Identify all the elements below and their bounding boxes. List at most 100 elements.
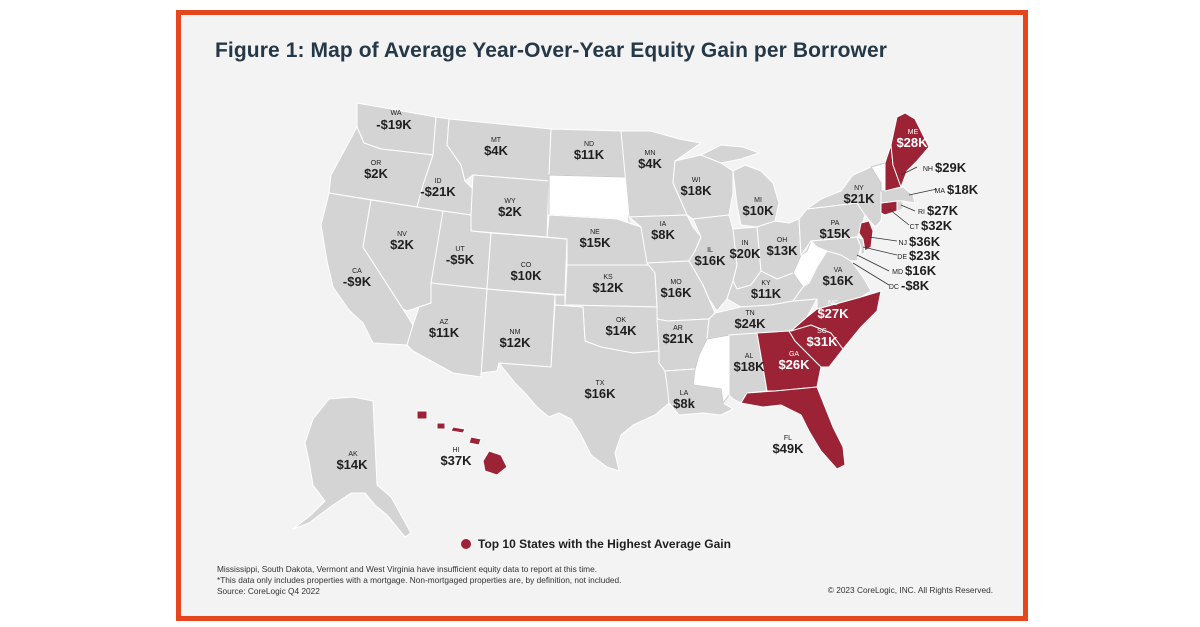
label-value-IA: $8K	[651, 227, 675, 242]
label-value-UT: -$5K	[446, 252, 475, 267]
label-abbr-UT: UT	[455, 246, 465, 253]
label-value-MO: $16K	[660, 285, 692, 300]
label-abbr-IN: IN	[742, 240, 749, 247]
label-abbr-AL: AL	[745, 353, 754, 360]
label-abbr-FL: FL	[784, 435, 792, 442]
label-abbr-NM: NM	[510, 329, 521, 336]
state-NC	[790, 290, 882, 350]
label-abbr-PA: PA	[831, 220, 840, 227]
state-MI	[732, 164, 780, 228]
label-abbr-AK: AK	[348, 451, 358, 458]
label-value-MN: $4K	[638, 156, 662, 171]
label-value-NY: $21K	[843, 191, 875, 206]
label-abbr-CO: CO	[521, 262, 532, 269]
label-abbr-CA: CA	[352, 268, 362, 275]
label-value-WI: $18K	[680, 183, 712, 198]
label-abbr-ND: ND	[584, 141, 594, 148]
label-abbr-MD: MD	[892, 269, 903, 276]
label-value-AK: $14K	[336, 457, 368, 472]
label-abbr-NH: NH	[923, 166, 933, 173]
label-value-AZ: $11K	[429, 325, 460, 340]
label-value-RI: $27K	[927, 203, 959, 218]
figure-frame: Figure 1: Map of Average Year-Over-Year …	[176, 10, 1028, 621]
label-abbr-KS: KS	[603, 274, 613, 281]
figure-title: Figure 1: Map of Average Year-Over-Year …	[215, 39, 888, 62]
label-abbr-WY: WY	[504, 198, 516, 205]
label-value-WY: $2K	[498, 204, 522, 219]
label-abbr-AZ: AZ	[440, 319, 450, 326]
label-value-PA: $15K	[819, 226, 851, 241]
label-abbr-NC: NC	[828, 300, 838, 307]
label-abbr-MN: MN	[645, 150, 656, 157]
label-value-IN: $20K	[729, 246, 761, 261]
us-map: WA -$19K OR $2K CA -$9K NV $2K ID -$21K …	[292, 102, 979, 538]
state-HI-oahu	[436, 422, 446, 430]
label-value-NJ: $36K	[909, 234, 941, 249]
label-value-HI: $37K	[440, 453, 472, 468]
label-value-TN: $24K	[734, 316, 766, 331]
label-value-IL: $16K	[694, 253, 726, 268]
label-abbr-DE: DE	[897, 254, 907, 261]
label-value-CT: $32K	[921, 218, 953, 233]
label-abbr-OK: OK	[616, 317, 626, 324]
label-abbr-HI: HI	[453, 447, 460, 454]
label-value-ME: $28K	[896, 135, 928, 150]
state-MA	[880, 186, 916, 204]
state-HI-molokai	[450, 426, 466, 434]
label-abbr-GA: GA	[789, 351, 799, 358]
label-value-ID: -$21K	[420, 184, 456, 199]
state-VT	[870, 162, 886, 192]
state-HI-maui	[468, 436, 482, 446]
label-value-DE: $23K	[909, 248, 941, 263]
label-abbr-KY: KY	[761, 280, 771, 287]
label-value-AR: $21K	[662, 331, 694, 346]
label-value-NC: $27K	[817, 306, 849, 321]
label-abbr-TN: TN	[745, 310, 754, 317]
label-abbr-ID: ID	[435, 178, 442, 185]
label-value-ND: $11K	[574, 147, 605, 162]
state-FL	[740, 386, 846, 470]
label-value-CA: -$9K	[343, 274, 372, 289]
label-abbr-AR: AR	[673, 325, 683, 332]
label-value-KS: $12K	[592, 280, 624, 295]
label-abbr-OR: OR	[371, 160, 382, 167]
state-AK	[292, 396, 412, 538]
label-abbr-NY: NY	[854, 185, 864, 192]
label-abbr-OH: OH	[777, 237, 788, 244]
label-value-MT: $4K	[484, 143, 508, 158]
label-abbr-MT: MT	[491, 137, 502, 144]
legend-swatch	[461, 539, 471, 549]
state-HI-kauai	[416, 410, 428, 420]
state-ME	[890, 112, 930, 188]
label-abbr-CT: CT	[910, 224, 920, 231]
label-value-WA: -$19K	[376, 117, 412, 132]
state-labels: WA -$19K OR $2K CA -$9K NV $2K ID -$21K …	[336, 110, 978, 472]
label-abbr-WA: WA	[390, 110, 401, 117]
label-value-CO: $10K	[510, 268, 542, 283]
label-abbr-MO: MO	[670, 279, 682, 286]
label-abbr-RI: RI	[918, 209, 925, 216]
label-value-LA: $8k	[673, 396, 695, 411]
label-abbr-LA: LA	[680, 390, 689, 397]
label-abbr-IA: IA	[660, 221, 667, 228]
label-value-OK: $14K	[605, 323, 637, 338]
label-value-FL: $49K	[772, 441, 804, 456]
label-value-AL: $18K	[733, 359, 765, 374]
label-abbr-TX: TX	[596, 380, 605, 387]
label-value-NM: $12K	[499, 335, 531, 350]
label-value-NE: $15K	[579, 235, 611, 250]
state-MI-up	[700, 144, 760, 164]
footnotes: Mississippi, South Dakota, Vermont and W…	[217, 564, 621, 597]
label-value-NV: $2K	[390, 237, 414, 252]
state-NJ	[858, 220, 874, 252]
label-value-MI: $10K	[742, 203, 774, 218]
label-value-NH: $29K	[935, 160, 967, 175]
leader-lines	[852, 166, 938, 286]
label-abbr-SC: SC	[817, 328, 827, 335]
label-abbr-NJ: NJ	[898, 240, 907, 247]
legend: Top 10 States with the Highest Average G…	[461, 537, 731, 551]
label-abbr-ME: ME	[908, 129, 919, 136]
label-abbr-DC: DC	[889, 284, 899, 291]
label-value-OR: $2K	[364, 166, 388, 181]
state-HI-big	[482, 450, 508, 476]
